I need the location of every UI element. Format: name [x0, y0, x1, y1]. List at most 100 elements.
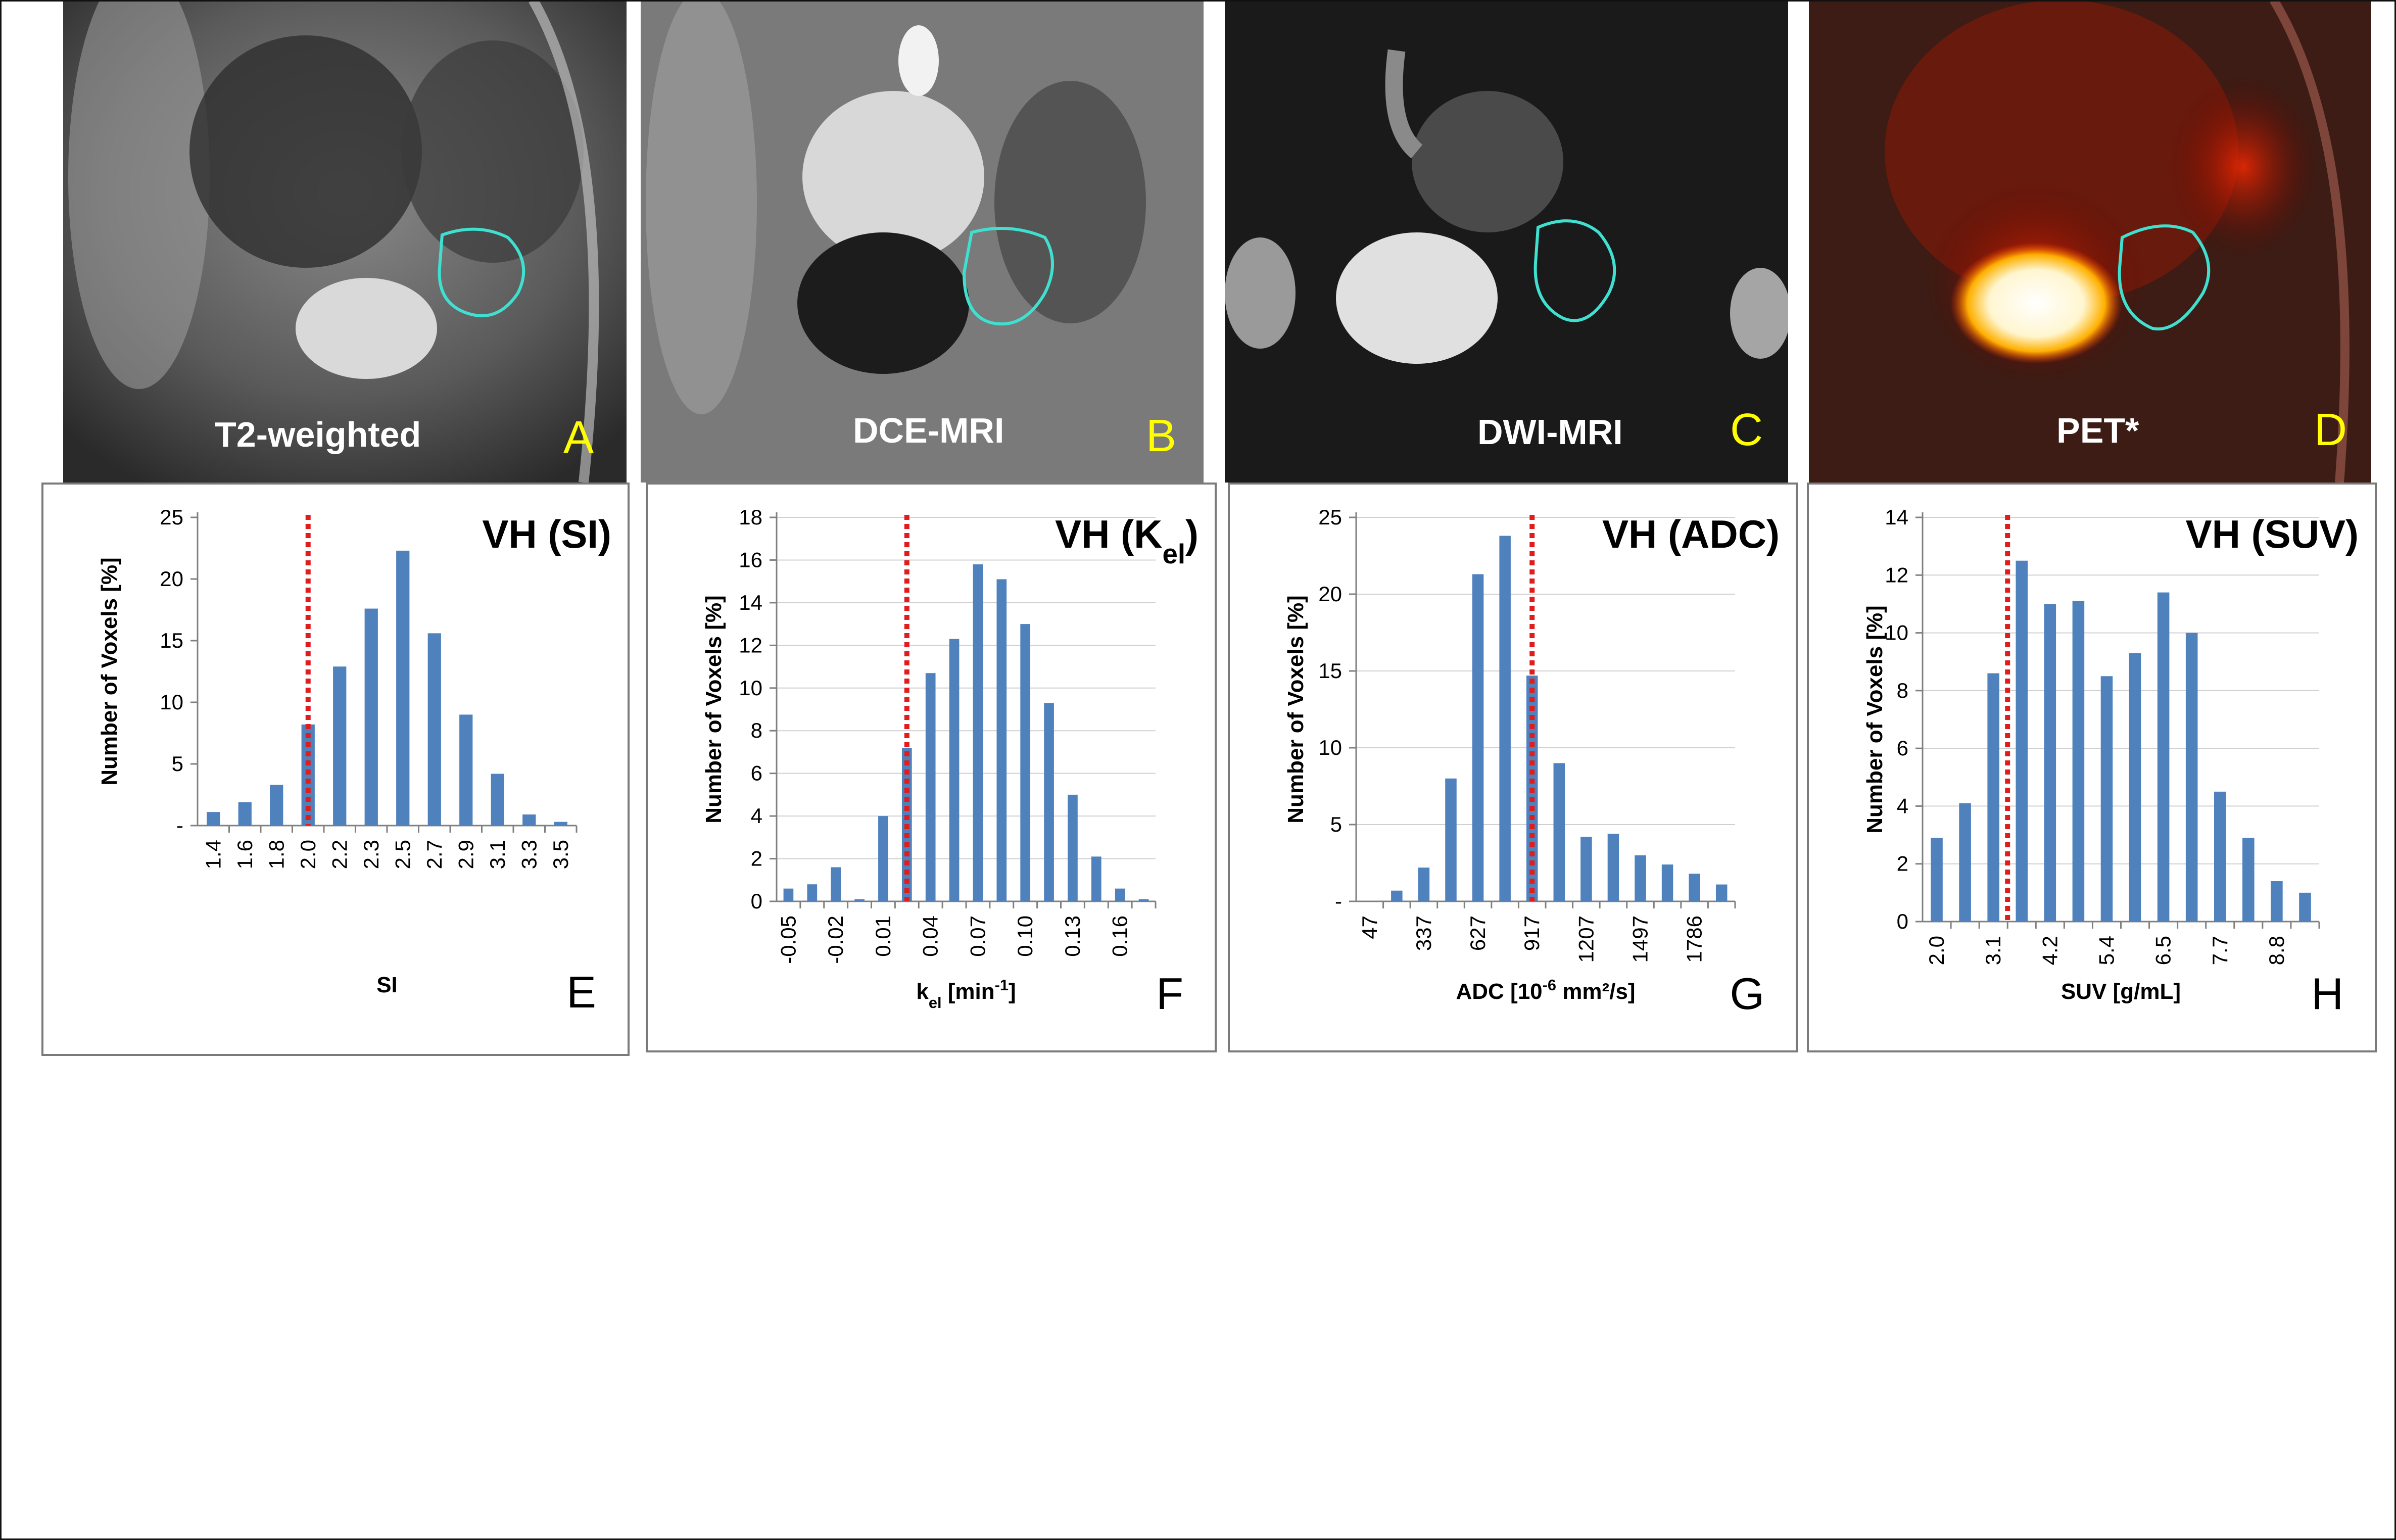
x-tick-label: 1207 — [1574, 916, 1598, 962]
x-tick-label: 1786 — [1683, 916, 1706, 962]
y-tick-label: 0 — [1897, 909, 1908, 933]
roi-contour — [962, 227, 1054, 326]
bar — [973, 564, 983, 901]
x-tick-label: 2.0 — [1925, 936, 1948, 965]
bar — [878, 816, 888, 901]
bar — [2072, 601, 2085, 922]
y-tick-label: 0 — [751, 889, 762, 913]
y-tick-label: 14 — [1885, 505, 1908, 529]
bar — [1499, 536, 1511, 901]
x-axis-label: SI — [376, 973, 398, 997]
x-tick-label: 2.5 — [391, 840, 414, 869]
bar — [831, 867, 841, 901]
y-tick-label: 8 — [751, 718, 762, 742]
bar — [2129, 653, 2141, 922]
chart-panel-g: - 5 10 15 20 25 47 337 627 917 1207 1497 1786 VH (ADC… — [1228, 483, 1798, 1052]
x-tick-label: 627 — [1466, 916, 1490, 951]
panel-letter: G — [1730, 969, 1764, 1019]
x-tick-label: 917 — [1520, 916, 1544, 951]
y-tick-label: 12 — [1885, 563, 1908, 587]
x-tick-label: 47 — [1358, 916, 1381, 939]
y-tick-label: 2 — [1897, 852, 1908, 876]
bar — [1931, 838, 1943, 922]
bar — [1020, 624, 1031, 901]
bar — [364, 608, 378, 826]
chart-panel-e: - 5 10 15 20 25 1.4 1.6 1.8 2.0 2.2 2.3 2.5 2.7 2.9 3.1… — [41, 483, 630, 1056]
y-tick-label: 16 — [739, 548, 762, 571]
image-panel-a: T2-weighted A — [63, 0, 627, 483]
x-tick-label: 1.8 — [264, 840, 288, 869]
bar — [1689, 874, 1700, 901]
x-tick-label: 2.7 — [422, 840, 446, 869]
panel-letter: D — [2314, 405, 2347, 455]
bar — [2242, 838, 2255, 922]
x-tick-label: 4.2 — [2038, 936, 2062, 965]
image-panel-d: PET* D — [1809, 0, 2371, 483]
x-tick-label: 0.10 — [1013, 916, 1037, 957]
x-tick-label: 6.5 — [2151, 936, 2175, 965]
y-tick-label: 10 — [1318, 736, 1342, 759]
bar — [1635, 855, 1646, 901]
bar — [1418, 868, 1430, 901]
x-tick-label: 8.8 — [2265, 936, 2288, 965]
panel-letter: H — [2311, 969, 2343, 1019]
bar — [1138, 899, 1149, 901]
modality-label: PET* — [2056, 411, 2139, 450]
bar — [949, 639, 960, 901]
y-axis-label: Number of Voxels [%] — [97, 557, 122, 785]
bar — [1987, 673, 1999, 922]
bar — [1044, 703, 1054, 901]
panel-letter: B — [1146, 411, 1177, 461]
bar — [1580, 837, 1592, 901]
x-tick-label: 0.04 — [919, 916, 942, 957]
y-tick-label: 12 — [739, 633, 762, 657]
x-tick-label: 3.3 — [517, 840, 541, 869]
bar — [1068, 794, 1078, 901]
x-tick-label: 2.3 — [359, 840, 383, 869]
histogram-adc: - 5 10 15 20 25 47 337 627 917 1207 1497 1786 VH (ADC… — [1283, 505, 1780, 1019]
x-tick-label: 0.16 — [1108, 916, 1132, 957]
y-axis-label: Number of Voxels [%] — [1283, 595, 1308, 823]
x-tick-label: 0.07 — [966, 916, 989, 957]
x-tick-label: 1.6 — [233, 840, 257, 869]
bar — [2214, 791, 2226, 922]
bar — [1959, 803, 1971, 922]
bar — [1115, 888, 1125, 901]
chart-title: VH (SUV) — [2186, 512, 2359, 556]
x-tick-label: 2.9 — [454, 840, 477, 869]
bar — [396, 550, 410, 826]
bar — [1445, 778, 1457, 901]
y-tick-label: 18 — [739, 505, 762, 529]
panel-letter: E — [566, 967, 596, 1017]
x-axis-label: kel [min-1] — [916, 976, 1016, 1012]
roi-contour — [2118, 224, 2211, 331]
y-tick-label: 15 — [1318, 659, 1342, 683]
bar — [1715, 884, 1728, 901]
x-tick-label: 3.1 — [486, 840, 509, 869]
histogram-kel: 0 2 4 6 8 10 12 14 16 18 -0.05 -0.02 0.01 0.04 0.07 0.1… — [701, 505, 1199, 1019]
y-tick-label: 5 — [1330, 812, 1342, 836]
bar — [427, 633, 441, 826]
bar — [807, 884, 818, 901]
bar — [2299, 892, 2311, 922]
y-tick-label: - — [1335, 889, 1342, 913]
x-tick-label: 7.7 — [2208, 936, 2232, 965]
x-tick-label: 0.01 — [871, 916, 895, 957]
chart-title: VH (Kel) — [1055, 512, 1199, 569]
x-tick-label: 5.4 — [2094, 936, 2118, 965]
bar — [2100, 676, 2113, 922]
roi-contour — [1534, 219, 1616, 322]
chart-panel-h: 0 2 4 6 8 10 12 14 2.0 3.1 4.2 5.4 6.5 7.7 8.8 VH (SUV)… — [1807, 483, 2377, 1052]
x-tick-label: 0.13 — [1061, 916, 1084, 957]
bar — [925, 673, 936, 901]
y-tick-label: 5 — [172, 752, 183, 776]
y-tick-label: 6 — [1897, 736, 1908, 760]
y-tick-label: 25 — [1318, 505, 1342, 529]
bar — [207, 812, 220, 826]
y-axis-label: Number of Voxels [%] — [1862, 605, 1887, 833]
bar — [491, 774, 504, 826]
roi-contour — [438, 227, 525, 317]
panel-letter: A — [563, 412, 594, 463]
bar — [854, 899, 865, 901]
bar — [459, 714, 473, 826]
